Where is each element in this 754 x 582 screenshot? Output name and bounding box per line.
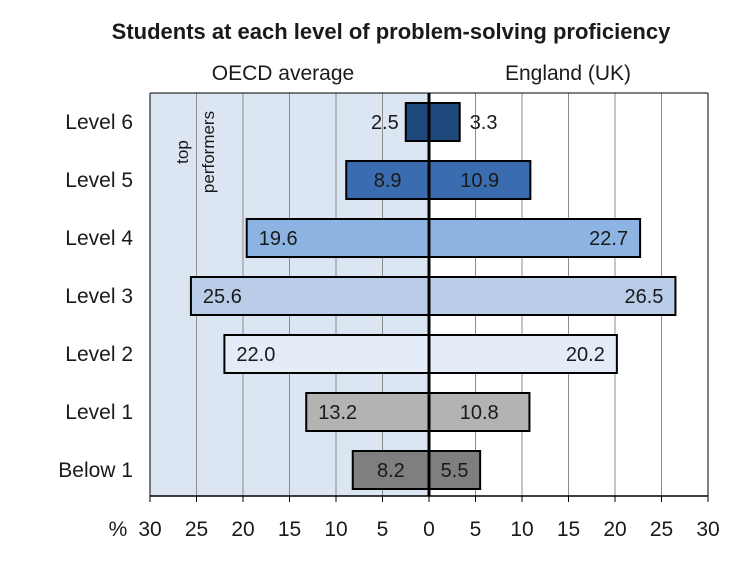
bar-oecd-average bbox=[351, 450, 430, 490]
tick-label: 25 bbox=[185, 518, 208, 541]
left-series-label: OECD average bbox=[212, 62, 354, 85]
tick-label: 20 bbox=[603, 518, 626, 541]
value-label-england: 3.3 bbox=[470, 112, 498, 134]
tick-label: 15 bbox=[278, 518, 301, 541]
category-label: Level 4 bbox=[65, 227, 133, 250]
x-axis-ticks: 30 25 20 15 10 5 0 5 10 15 20 25 30 bbox=[138, 496, 720, 541]
bar-england-uk bbox=[428, 392, 531, 432]
tick-label: 5 bbox=[377, 518, 389, 541]
top-performers-annotation-line1: top bbox=[173, 140, 192, 164]
bar-england-uk bbox=[428, 102, 461, 142]
value-label-oecd: 22.0 bbox=[236, 344, 275, 366]
tick-label: 20 bbox=[231, 518, 254, 541]
right-series-label: England (UK) bbox=[505, 62, 631, 85]
bar-england-uk bbox=[428, 160, 532, 200]
value-label-oecd: 2.5 bbox=[371, 112, 399, 134]
value-label-oecd: 13.2 bbox=[318, 402, 357, 424]
category-label: Level 1 bbox=[65, 401, 133, 424]
value-label-oecd: 19.6 bbox=[259, 228, 298, 250]
value-label-england: 26.5 bbox=[625, 286, 664, 308]
bar-england-uk bbox=[428, 334, 618, 374]
tick-label: 10 bbox=[324, 518, 347, 541]
value-label-england: 22.7 bbox=[589, 228, 628, 250]
tick-label: 5 bbox=[470, 518, 482, 541]
value-label-oecd: 8.2 bbox=[377, 460, 405, 482]
tick-label: 0 bbox=[423, 518, 435, 541]
value-label-england: 20.2 bbox=[566, 344, 605, 366]
tick-label: 25 bbox=[650, 518, 673, 541]
tick-label: 30 bbox=[696, 518, 719, 541]
category-label: Below 1 bbox=[58, 459, 133, 482]
bars bbox=[189, 102, 677, 490]
tick-label: 30 bbox=[138, 518, 161, 541]
category-label: Level 5 bbox=[65, 169, 133, 192]
value-label-england: 10.8 bbox=[460, 402, 499, 424]
category-label: Level 6 bbox=[65, 111, 133, 134]
bar-oecd-average bbox=[404, 102, 430, 142]
top-performers-annotation-line2: performers bbox=[199, 111, 218, 193]
value-labels: 2.5 3.3 8.9 10.9 19.6 22.7 25.6 26.5 22.0 20.2 13.… bbox=[203, 112, 664, 482]
chart-title: Students at each level of problem-solvin… bbox=[112, 19, 671, 44]
value-label-oecd: 8.9 bbox=[374, 170, 402, 192]
bar-oecd-average bbox=[305, 392, 430, 432]
bar-oecd-average bbox=[345, 160, 431, 200]
tick-label: 10 bbox=[510, 518, 533, 541]
category-label: Level 3 bbox=[65, 285, 133, 308]
category-labels: Level 6 Level 5 Level 4 Level 3 Level 2 Level… bbox=[58, 111, 133, 482]
value-label-oecd: 25.6 bbox=[203, 286, 242, 308]
value-label-england: 10.9 bbox=[460, 170, 499, 192]
tick-label: 15 bbox=[557, 518, 580, 541]
axis-unit-label: % bbox=[109, 518, 128, 541]
category-label: Level 2 bbox=[65, 343, 133, 366]
bar-oecd-average bbox=[223, 334, 430, 374]
bar-oecd-average bbox=[189, 276, 430, 316]
value-label-england: 5.5 bbox=[441, 460, 469, 482]
